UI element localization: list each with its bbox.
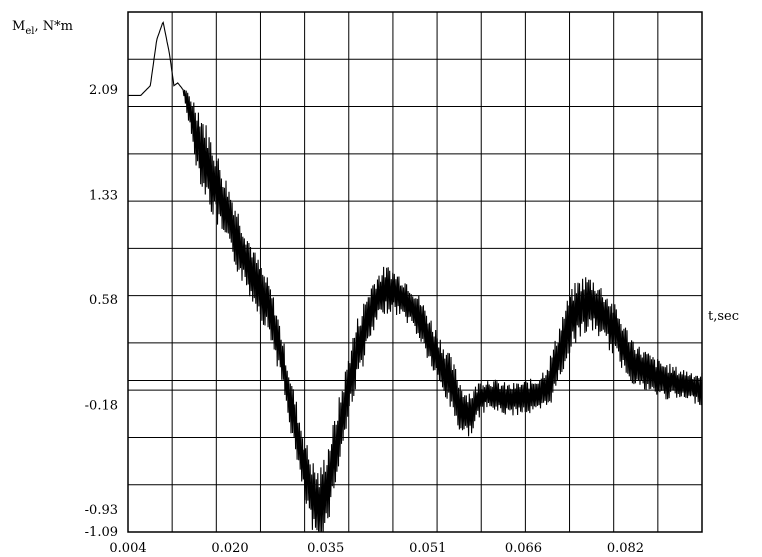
chart-grid — [128, 12, 702, 532]
y-axis-label: Mel, N*m — [12, 19, 73, 37]
plot-frame — [127, 11, 703, 533]
x-tick-labels: 0.004 0.020 0.035 0.051 0.066 0.082 — [109, 541, 644, 556]
y-tick-label: 2.09 — [89, 83, 118, 98]
y-axis-label-sub: el — [25, 26, 34, 37]
x-tick-label: 0.020 — [211, 541, 248, 556]
x-tick-label: 0.066 — [505, 541, 542, 556]
y-tick-labels: 2.09 1.33 0.58 -0.18 -0.93 -1.09 — [85, 83, 118, 540]
y-axis-label-unit: , N*m — [34, 19, 72, 34]
x-axis-label: t,sec — [708, 309, 739, 324]
x-tick-label: 0.051 — [409, 541, 446, 556]
plot-border — [127, 11, 703, 533]
x-tick-label: 0.004 — [109, 541, 146, 556]
x-tick-label: 0.082 — [607, 541, 644, 556]
y-tick-label: 0.58 — [89, 293, 118, 308]
y-tick-label: -1.09 — [85, 525, 118, 540]
x-tick-label: 0.035 — [307, 541, 344, 556]
y-axis-label-main: M — [12, 19, 25, 34]
y-tick-label: -0.18 — [85, 398, 118, 413]
y-tick-label: 1.33 — [89, 189, 118, 204]
y-tick-label: -0.93 — [85, 503, 118, 518]
torque-series-line — [128, 21, 703, 533]
